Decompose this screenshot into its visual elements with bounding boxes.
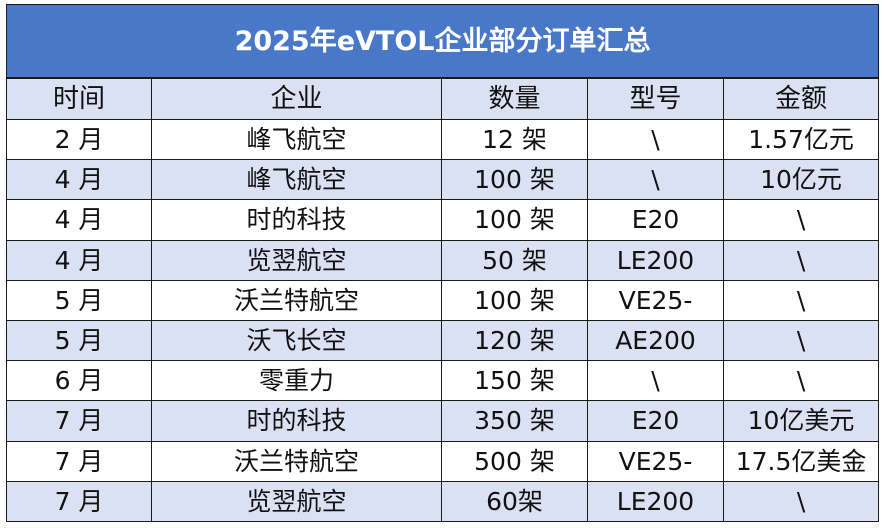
cell-company: 零重力 — [151, 360, 442, 402]
cell-company: 峰飞航空 — [151, 159, 442, 201]
table-row: 5 月 沃兰特航空 100 架 VE25- \ — [6, 279, 880, 321]
cell-amount: \ — [722, 480, 880, 523]
cell-time: 7 月 — [6, 480, 152, 523]
cell-quantity: 50 架 — [441, 239, 588, 281]
cell-quantity: 12 架 — [441, 118, 588, 161]
cell-amount: 10亿美元 — [722, 400, 880, 442]
cell-time: 2 月 — [6, 118, 152, 161]
cell-model: VE25- — [587, 279, 724, 321]
table-row: 4 月 峰飞航空 100 架 \ 10亿元 — [6, 159, 880, 201]
cell-quantity: 100 架 — [441, 159, 588, 201]
cell-time: 6 月 — [6, 360, 152, 402]
cell-model: \ — [587, 118, 724, 161]
table-row: 4 月 时的科技 100 架 E20 \ — [6, 199, 880, 241]
header-row: 时间 企业 数量 型号 金额 — [6, 77, 880, 120]
cell-time: 7 月 — [6, 400, 152, 442]
cell-time: 4 月 — [6, 159, 152, 201]
table-row: 4 月 览翌航空 50 架 LE200 \ — [6, 239, 880, 281]
cell-amount: \ — [722, 360, 880, 402]
cell-amount: \ — [722, 279, 880, 321]
header-model: 型号 — [587, 77, 724, 120]
table-row: 2 月 峰飞航空 12 架 \ 1.57亿元 — [6, 118, 880, 161]
cell-company: 时的科技 — [151, 199, 442, 241]
cell-model: \ — [587, 360, 724, 402]
cell-company: 时的科技 — [151, 400, 442, 442]
order-summary-table-container: 2025年eVTOL企业部分订单汇总 时间 企业 数量 型号 金额 2 月 峰飞… — [5, 4, 880, 523]
cell-company: 览翌航空 — [151, 239, 442, 281]
cell-quantity: 350 架 — [441, 400, 588, 442]
cell-model: LE200 — [587, 239, 724, 281]
cell-time: 4 月 — [6, 199, 152, 241]
table-title: 2025年eVTOL企业部分订单汇总 — [5, 4, 880, 79]
order-summary-table: 2025年eVTOL企业部分订单汇总 时间 企业 数量 型号 金额 2 月 峰飞… — [5, 4, 880, 523]
table-row: 7 月 览翌航空 60架 LE200 \ — [6, 480, 880, 523]
header-quantity: 数量 — [441, 77, 588, 120]
cell-amount: 1.57亿元 — [722, 118, 880, 161]
title-row: 2025年eVTOL企业部分订单汇总 — [5, 4, 880, 79]
table-row: 7 月 沃兰特航空 500 架 VE25- 17.5亿美金 — [6, 440, 880, 482]
cell-time: 5 月 — [6, 279, 152, 321]
cell-company: 沃飞长空 — [151, 319, 442, 362]
cell-model: LE200 — [587, 480, 724, 523]
cell-time: 7 月 — [6, 440, 152, 482]
cell-time: 5 月 — [6, 319, 152, 362]
cell-quantity: 100 架 — [441, 199, 588, 241]
cell-quantity: 100 架 — [441, 279, 588, 321]
cell-model: E20 — [587, 400, 724, 442]
table-row: 6 月 零重力 150 架 \ \ — [6, 360, 880, 402]
cell-quantity: 120 架 — [441, 319, 588, 362]
cell-time: 4 月 — [6, 239, 152, 281]
table-row: 5 月 沃飞长空 120 架 AE200 \ — [6, 319, 880, 362]
cell-model: AE200 — [587, 319, 724, 362]
cell-amount: 10亿元 — [722, 159, 880, 201]
cell-company: 峰飞航空 — [151, 118, 442, 161]
cell-amount: \ — [722, 239, 880, 281]
cell-company: 沃兰特航空 — [151, 440, 442, 482]
cell-quantity: 150 架 — [441, 360, 588, 402]
table-row: 7 月 时的科技 350 架 E20 10亿美元 — [6, 400, 880, 442]
cell-quantity: 60架 — [441, 480, 588, 523]
cell-amount: \ — [722, 319, 880, 362]
cell-model: E20 — [587, 199, 724, 241]
header-company: 企业 — [151, 77, 442, 120]
cell-company: 览翌航空 — [151, 480, 442, 523]
cell-quantity: 500 架 — [441, 440, 588, 482]
header-time: 时间 — [6, 77, 152, 120]
cell-company: 沃兰特航空 — [151, 279, 442, 321]
header-amount: 金额 — [722, 77, 880, 120]
cell-model: \ — [587, 159, 724, 201]
cell-amount: 17.5亿美金 — [722, 440, 880, 482]
cell-amount: \ — [722, 199, 880, 241]
cell-model: VE25- — [587, 440, 724, 482]
